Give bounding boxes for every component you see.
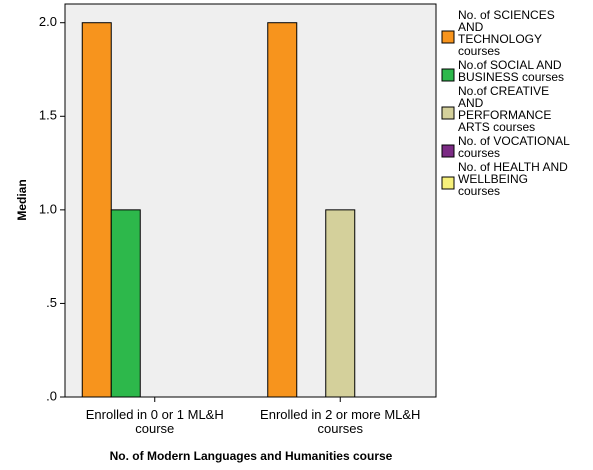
legend-label: courses xyxy=(458,44,500,58)
y-tick-label: 1.5 xyxy=(39,108,57,123)
x-axis-title: No. of Modern Languages and Humanities c… xyxy=(110,449,393,463)
y-tick-label: 1.0 xyxy=(39,201,57,216)
legend-swatch xyxy=(441,176,455,190)
legend-label: PERFORMANCE xyxy=(458,108,551,122)
y-axis: .0 .5 1.0 1.5 2.0 xyxy=(39,14,65,403)
legend-label: TECHNOLOGY xyxy=(458,32,542,46)
x-tick-label: Enrolled in 0 or 1 ML&H xyxy=(86,407,224,422)
legend-label: WELLBEING xyxy=(458,172,528,186)
bar xyxy=(81,22,112,398)
legend-label: No.of SOCIAL AND xyxy=(458,58,562,72)
legend-label: No. of VOCATIONAL xyxy=(458,134,570,148)
y-tick-label: .0 xyxy=(46,388,57,403)
bar xyxy=(110,209,141,398)
legend-label: No.of CREATIVE xyxy=(458,84,549,98)
bar xyxy=(325,209,356,398)
legend-label: courses xyxy=(458,184,500,198)
legend-label: BUSINESS courses xyxy=(458,70,564,84)
legend-label: AND xyxy=(458,96,484,110)
y-tick-label: 2.0 xyxy=(39,14,57,29)
legend: No. of SCIENCESANDTECHNOLOGYcoursesNo.of… xyxy=(441,8,570,198)
x-tick-label: Enrolled in 2 or more ML&H xyxy=(260,407,420,422)
legend-label: No. of SCIENCES xyxy=(458,8,555,22)
x-tick-label: course xyxy=(135,421,174,436)
bar xyxy=(267,22,298,398)
legend-swatch xyxy=(441,106,455,120)
y-tick-label: .5 xyxy=(46,295,57,310)
legend-label: No. of HEALTH AND xyxy=(458,160,568,174)
legend-label: ARTS courses xyxy=(458,120,535,134)
legend-label: courses xyxy=(458,146,500,160)
legend-swatch xyxy=(441,144,455,158)
legend-swatch xyxy=(441,30,455,44)
bars xyxy=(81,22,356,398)
legend-label: AND xyxy=(458,20,484,34)
x-tick-label: courses xyxy=(317,421,363,436)
y-axis-title: Median xyxy=(15,179,29,220)
legend-swatch xyxy=(441,68,455,82)
